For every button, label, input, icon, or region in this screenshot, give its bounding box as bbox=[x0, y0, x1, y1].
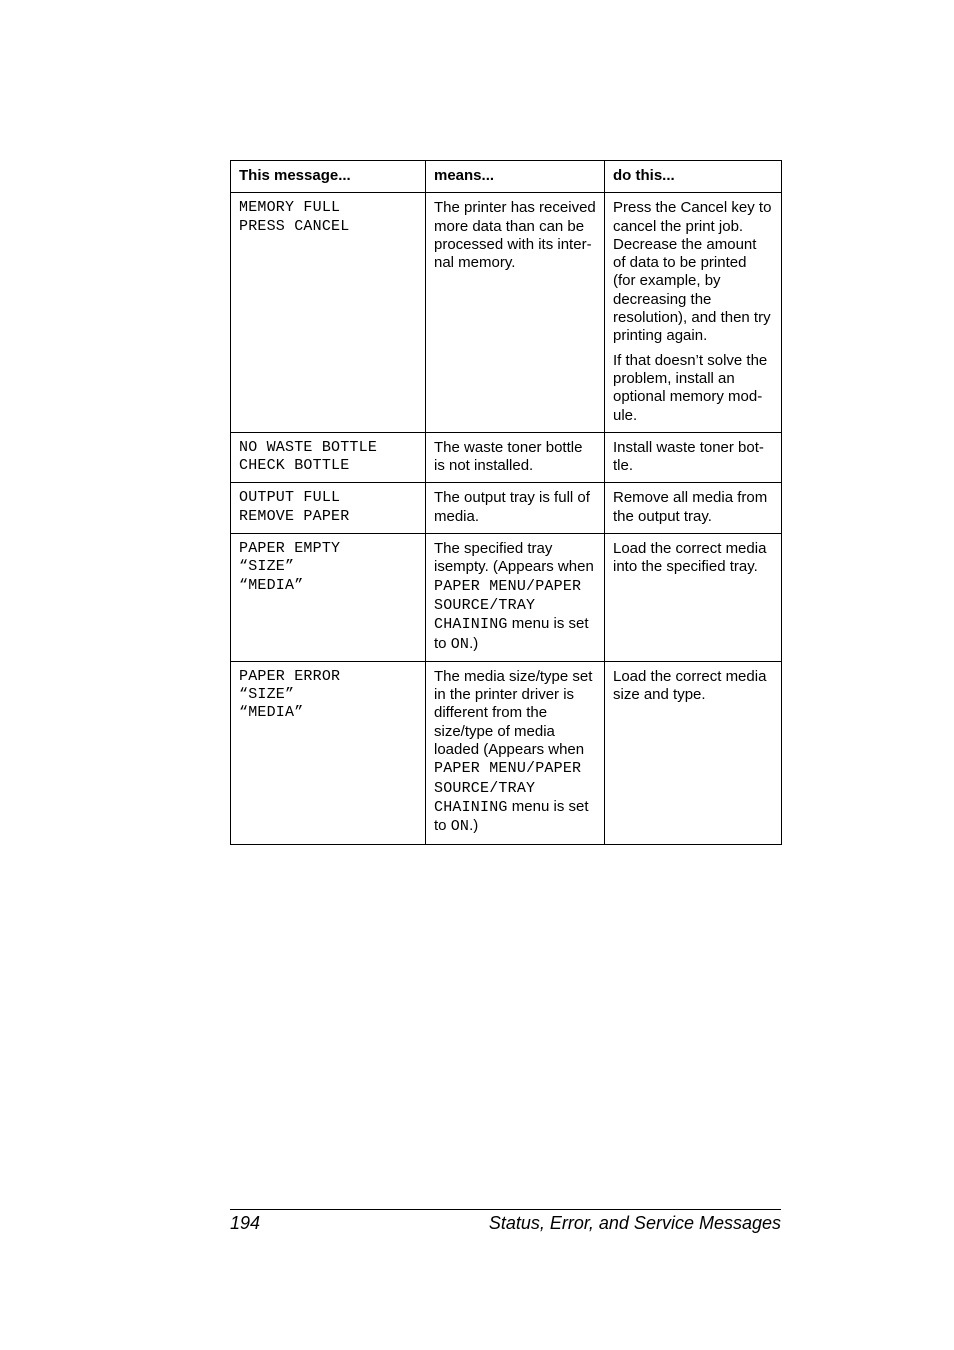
footer-title: Status, Error, and Service Messages bbox=[489, 1213, 781, 1234]
table-header-row: This message... means... do this... bbox=[231, 161, 782, 193]
cell-message: PAPER EMPTY“SIZE”“MEDIA” bbox=[231, 534, 426, 662]
cell-message: NO WASTE BOTTLECHECK BOTTLE bbox=[231, 432, 426, 483]
cell-do: Load the correct media into the specifie… bbox=[605, 534, 782, 662]
col-header-do: do this... bbox=[605, 161, 782, 193]
col-header-means: means... bbox=[426, 161, 605, 193]
cell-message: PAPER ERROR“SIZE”“MEDIA” bbox=[231, 661, 426, 844]
cell-do: Load the correct media size and type. bbox=[605, 661, 782, 844]
page: This message... means... do this... MEMO… bbox=[0, 0, 954, 1350]
col-header-message: This message... bbox=[231, 161, 426, 193]
cell-do: Remove all media from the output tray. bbox=[605, 483, 782, 534]
cell-means: The waste toner bot­tle is not installed… bbox=[426, 432, 605, 483]
table-row: PAPER EMPTY“SIZE”“MEDIA”The specified tr… bbox=[231, 534, 782, 662]
table-row: MEMORY FULLPRESS CANCELThe printer has r… bbox=[231, 193, 782, 433]
page-number: 194 bbox=[230, 1213, 260, 1234]
footer-rule bbox=[230, 1209, 781, 1210]
cell-do: Install waste toner bot­tle. bbox=[605, 432, 782, 483]
table-row: OUTPUT FULLREMOVE PAPERThe output tray i… bbox=[231, 483, 782, 534]
cell-message: OUTPUT FULLREMOVE PAPER bbox=[231, 483, 426, 534]
cell-means: The printer has received more data than … bbox=[426, 193, 605, 433]
messages-table: This message... means... do this... MEMO… bbox=[230, 160, 782, 845]
cell-message: MEMORY FULLPRESS CANCEL bbox=[231, 193, 426, 433]
table-body: MEMORY FULLPRESS CANCELThe printer has r… bbox=[231, 193, 782, 844]
cell-means: The media size/type set in the printer d… bbox=[426, 661, 605, 844]
footer-line: 194 Status, Error, and Service Messages bbox=[230, 1213, 781, 1234]
cell-do: Press the Cancel key to cancel the print… bbox=[605, 193, 782, 433]
table-row: PAPER ERROR“SIZE”“MEDIA”The media size/t… bbox=[231, 661, 782, 844]
table-row: NO WASTE BOTTLECHECK BOTTLEThe waste ton… bbox=[231, 432, 782, 483]
cell-means: The output tray is full of media. bbox=[426, 483, 605, 534]
cell-means: The specified tray isempty. (Appears whe… bbox=[426, 534, 605, 662]
page-footer: 194 Status, Error, and Service Messages bbox=[230, 1209, 781, 1234]
